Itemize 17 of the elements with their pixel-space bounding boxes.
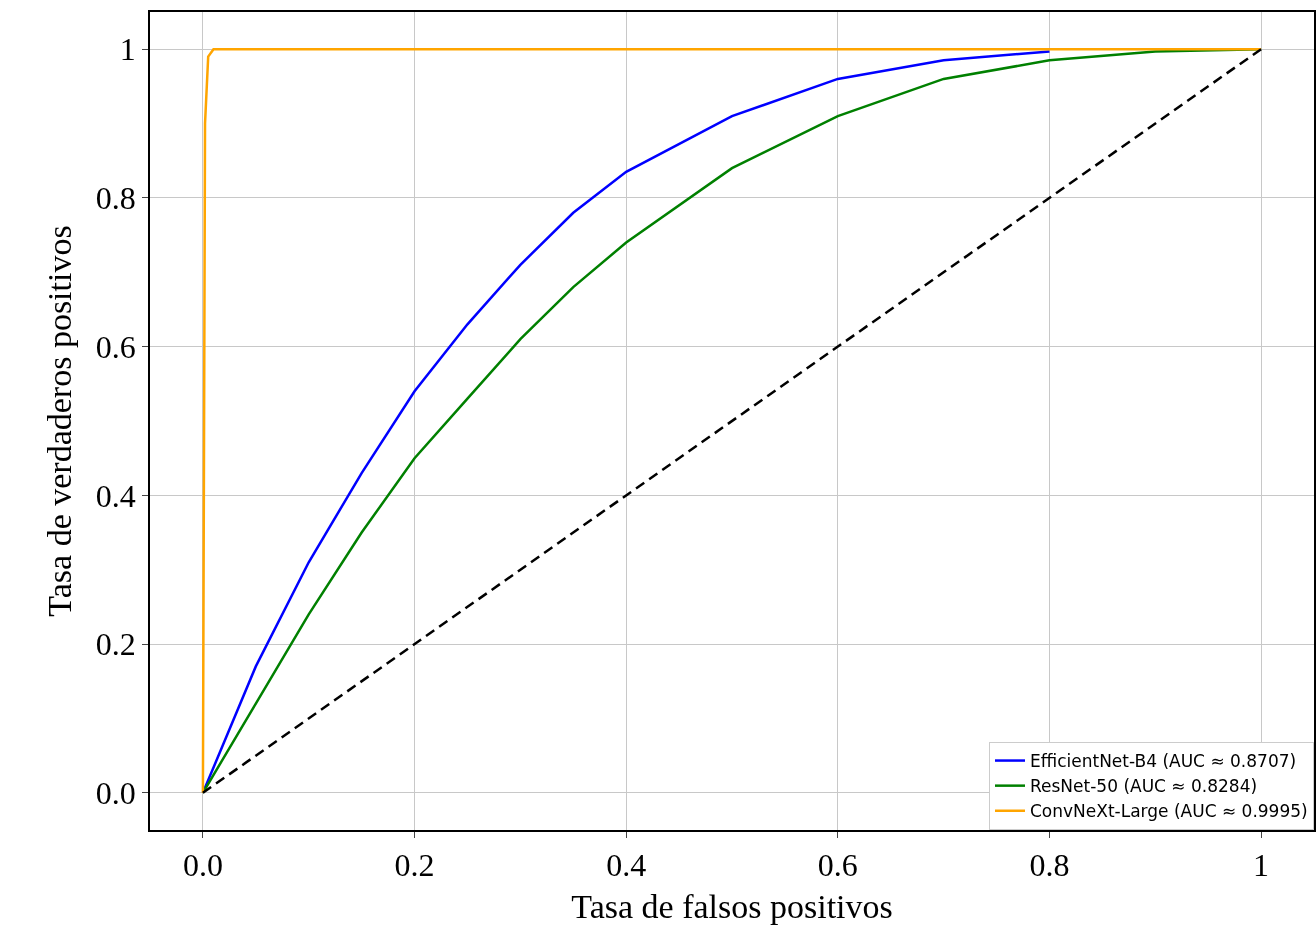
- y-tick-label: 0.6: [95, 328, 136, 365]
- y-axis-title: Tasa de verdaderos positivos: [40, 225, 78, 617]
- x-tick-label: 1: [1253, 847, 1270, 884]
- x-tick-label: 0.0: [182, 847, 223, 884]
- y-tick-label: 0.4: [95, 477, 136, 514]
- legend-label: ResNet-50 (AUC ≈ 0.8284): [1030, 776, 1258, 797]
- legend-label: EfficientNet-B4 (AUC ≈ 0.8707): [1030, 751, 1297, 772]
- x-tick-label: 0.4: [606, 847, 647, 884]
- y-tick-label: 0.8: [95, 180, 136, 217]
- x-axis-title: Tasa de falsos positivos: [571, 887, 893, 925]
- x-tick-label: 0.6: [817, 847, 858, 884]
- y-tick-label: 0.2: [95, 626, 136, 663]
- y-tick-label: 0.0: [95, 775, 136, 812]
- x-tick-label: 0.2: [394, 847, 435, 884]
- x-tick-label: 0.8: [1029, 847, 1070, 884]
- y-tick-label: 1: [119, 31, 136, 68]
- legend-label: ConvNeXt-Large (AUC ≈ 0.9995): [1030, 801, 1308, 822]
